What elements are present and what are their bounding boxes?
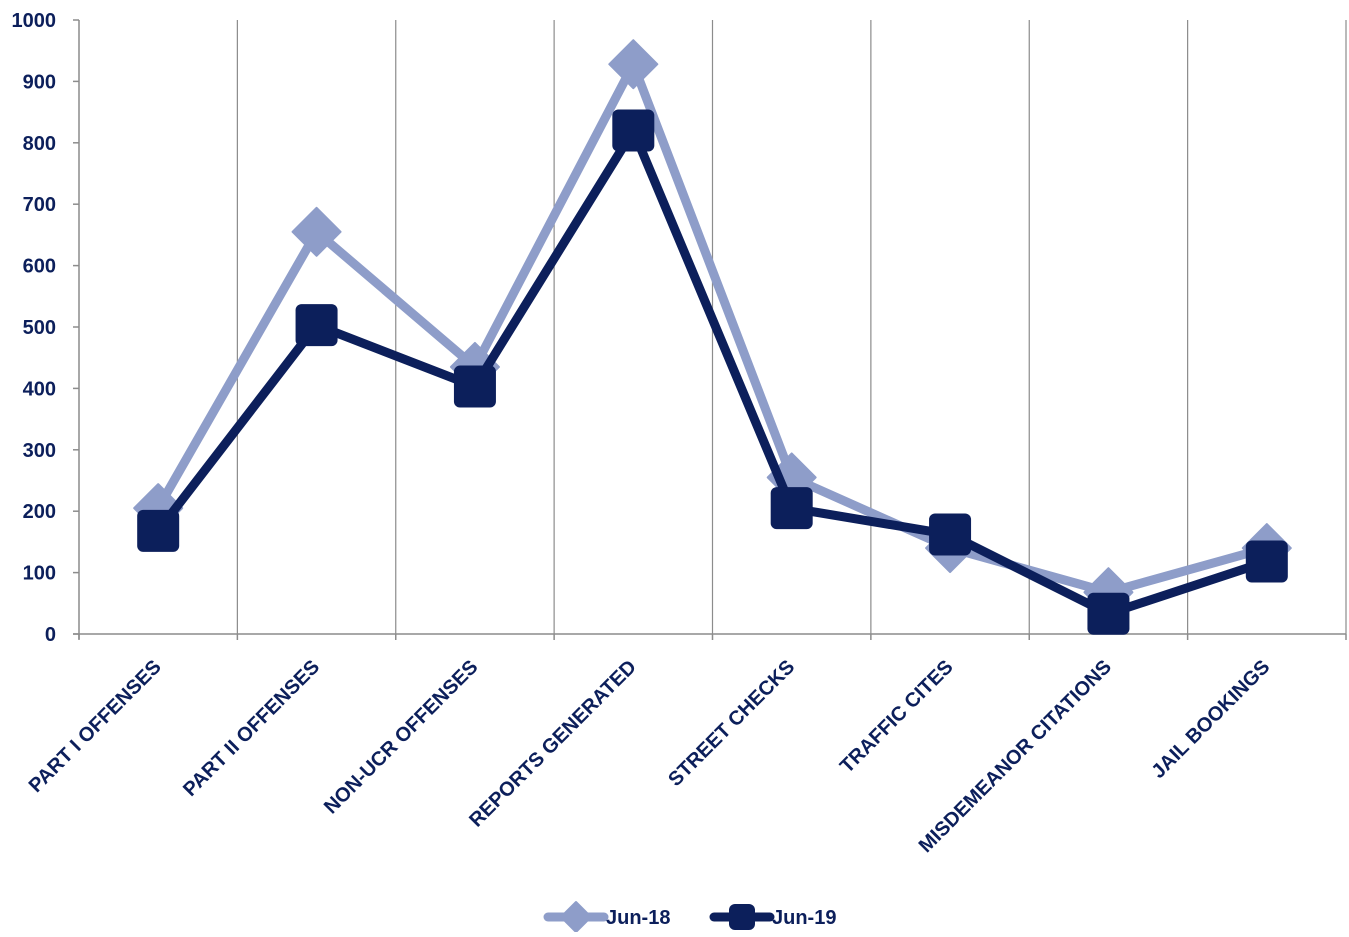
legend-marker-jun-18 xyxy=(560,901,592,933)
y-tick-label: 700 xyxy=(23,194,56,216)
y-tick-label: 800 xyxy=(23,133,56,155)
x-tick-label: MISDEMEANOR CITATIONS xyxy=(915,656,1116,857)
point-jun-19 xyxy=(612,109,655,152)
series-layer xyxy=(133,39,1292,635)
point-jun-18 xyxy=(608,39,659,90)
x-tick-label: TRAFFIC CITES xyxy=(836,656,958,778)
y-tick-label: 500 xyxy=(23,317,56,339)
x-tick-label: STREET CHECKS xyxy=(664,656,799,791)
y-tick-label: 200 xyxy=(23,501,56,523)
legend-label-jun-18: Jun-18 xyxy=(606,907,670,929)
x-tick-label: JAIL BOOKINGS xyxy=(1147,656,1274,783)
point-jun-19 xyxy=(1245,540,1288,583)
point-jun-18 xyxy=(291,206,342,257)
x-tick-label: PART I OFFENSES xyxy=(25,656,166,797)
y-tick-labels: 0 100 200 300 400 500 600 700 800 900 1000 xyxy=(12,10,57,646)
x-tick-label: REPORTS GENERATED xyxy=(465,656,641,832)
y-tick-label: 600 xyxy=(23,256,56,278)
series-line-jun-18 xyxy=(153,59,1272,597)
point-jun-19 xyxy=(295,304,338,347)
legend: Jun-18 Jun-19 xyxy=(543,901,836,933)
y-tick-label: 0 xyxy=(45,624,56,646)
point-jun-19 xyxy=(929,513,972,556)
grid-layer xyxy=(236,20,1347,634)
point-jun-19 xyxy=(137,509,180,552)
x-tick-label: PART II OFFENSES xyxy=(179,656,324,801)
y-tick-label: 900 xyxy=(23,71,56,93)
y-tick-label: 1000 xyxy=(12,10,57,32)
y-tick-label: 100 xyxy=(23,563,56,585)
y-tick-label: 300 xyxy=(23,440,56,462)
point-jun-19 xyxy=(770,487,813,530)
x-tick-label: NON-UCR OFFENSES xyxy=(320,656,482,818)
legend-label-jun-19: Jun-19 xyxy=(772,907,836,929)
legend-marker-jun-19 xyxy=(729,904,755,930)
y-tick-label: 400 xyxy=(23,378,56,400)
axis-layer xyxy=(73,19,1347,640)
point-jun-19 xyxy=(453,365,496,408)
point-jun-19 xyxy=(1087,592,1130,635)
series-line-jun-19 xyxy=(153,126,1272,619)
